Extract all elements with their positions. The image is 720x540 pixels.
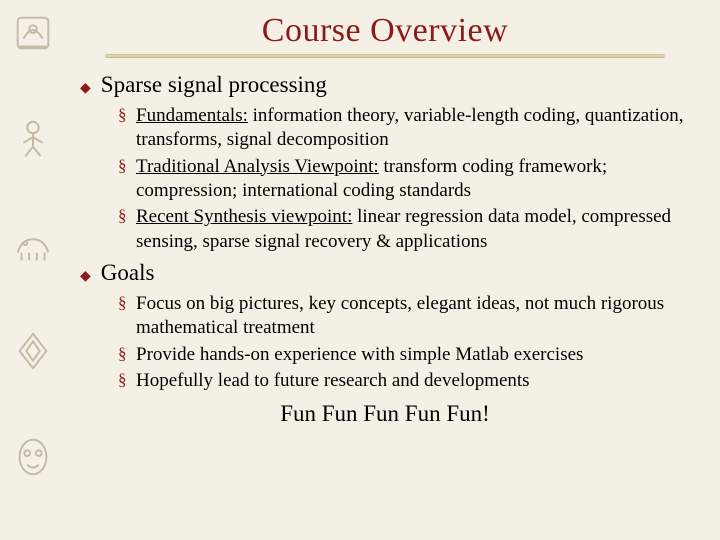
section-goals: ◆ Goals Focus on big pictures, key conce… bbox=[80, 260, 690, 393]
decorative-left-column bbox=[10, 10, 58, 480]
list-item: Traditional Analysis Viewpoint: transfor… bbox=[118, 155, 690, 204]
aztec-mask-icon bbox=[10, 434, 56, 480]
list-item: Hopefully lead to future research and de… bbox=[118, 369, 690, 393]
sub-list: Focus on big pictures, key concepts, ele… bbox=[80, 292, 690, 393]
term: Traditional Analysis Viewpoint: bbox=[136, 156, 379, 177]
diamond-bullet-icon: ◆ bbox=[80, 265, 91, 288]
section-heading: Sparse signal processing bbox=[101, 72, 327, 98]
section-heading: Goals bbox=[101, 260, 155, 286]
section-heading-row: ◆ Sparse signal processing bbox=[80, 72, 690, 100]
title-divider bbox=[105, 54, 665, 58]
list-item: Recent Synthesis viewpoint: linear regre… bbox=[118, 205, 690, 254]
sub-list: Fundamentals: information theory, variab… bbox=[80, 104, 690, 254]
list-item: Focus on big pictures, key concepts, ele… bbox=[118, 292, 690, 341]
aztec-figure-icon bbox=[10, 116, 56, 162]
footer-text: Fun Fun Fun Fun Fun! bbox=[80, 401, 690, 427]
term: Recent Synthesis viewpoint: bbox=[136, 206, 352, 227]
aztec-animal-icon bbox=[10, 222, 56, 268]
section-heading-row: ◆ Goals bbox=[80, 260, 690, 288]
aztec-glyph-icon bbox=[10, 328, 56, 374]
aztec-glyph-icon bbox=[10, 10, 56, 56]
page-title: Course Overview bbox=[80, 12, 690, 50]
slide: Course Overview ◆ Sparse signal processi… bbox=[0, 0, 720, 540]
term: Fundamentals: bbox=[136, 105, 248, 126]
item-text: Focus on big pictures, key concepts, ele… bbox=[136, 293, 664, 338]
section-sparse-signal: ◆ Sparse signal processing Fundamentals:… bbox=[80, 72, 690, 254]
item-text: Provide hands-on experience with simple … bbox=[136, 344, 583, 365]
item-text: Hopefully lead to future research and de… bbox=[136, 370, 530, 391]
diamond-bullet-icon: ◆ bbox=[80, 77, 91, 100]
list-item: Fundamentals: information theory, variab… bbox=[118, 104, 690, 153]
list-item: Provide hands-on experience with simple … bbox=[118, 343, 690, 367]
